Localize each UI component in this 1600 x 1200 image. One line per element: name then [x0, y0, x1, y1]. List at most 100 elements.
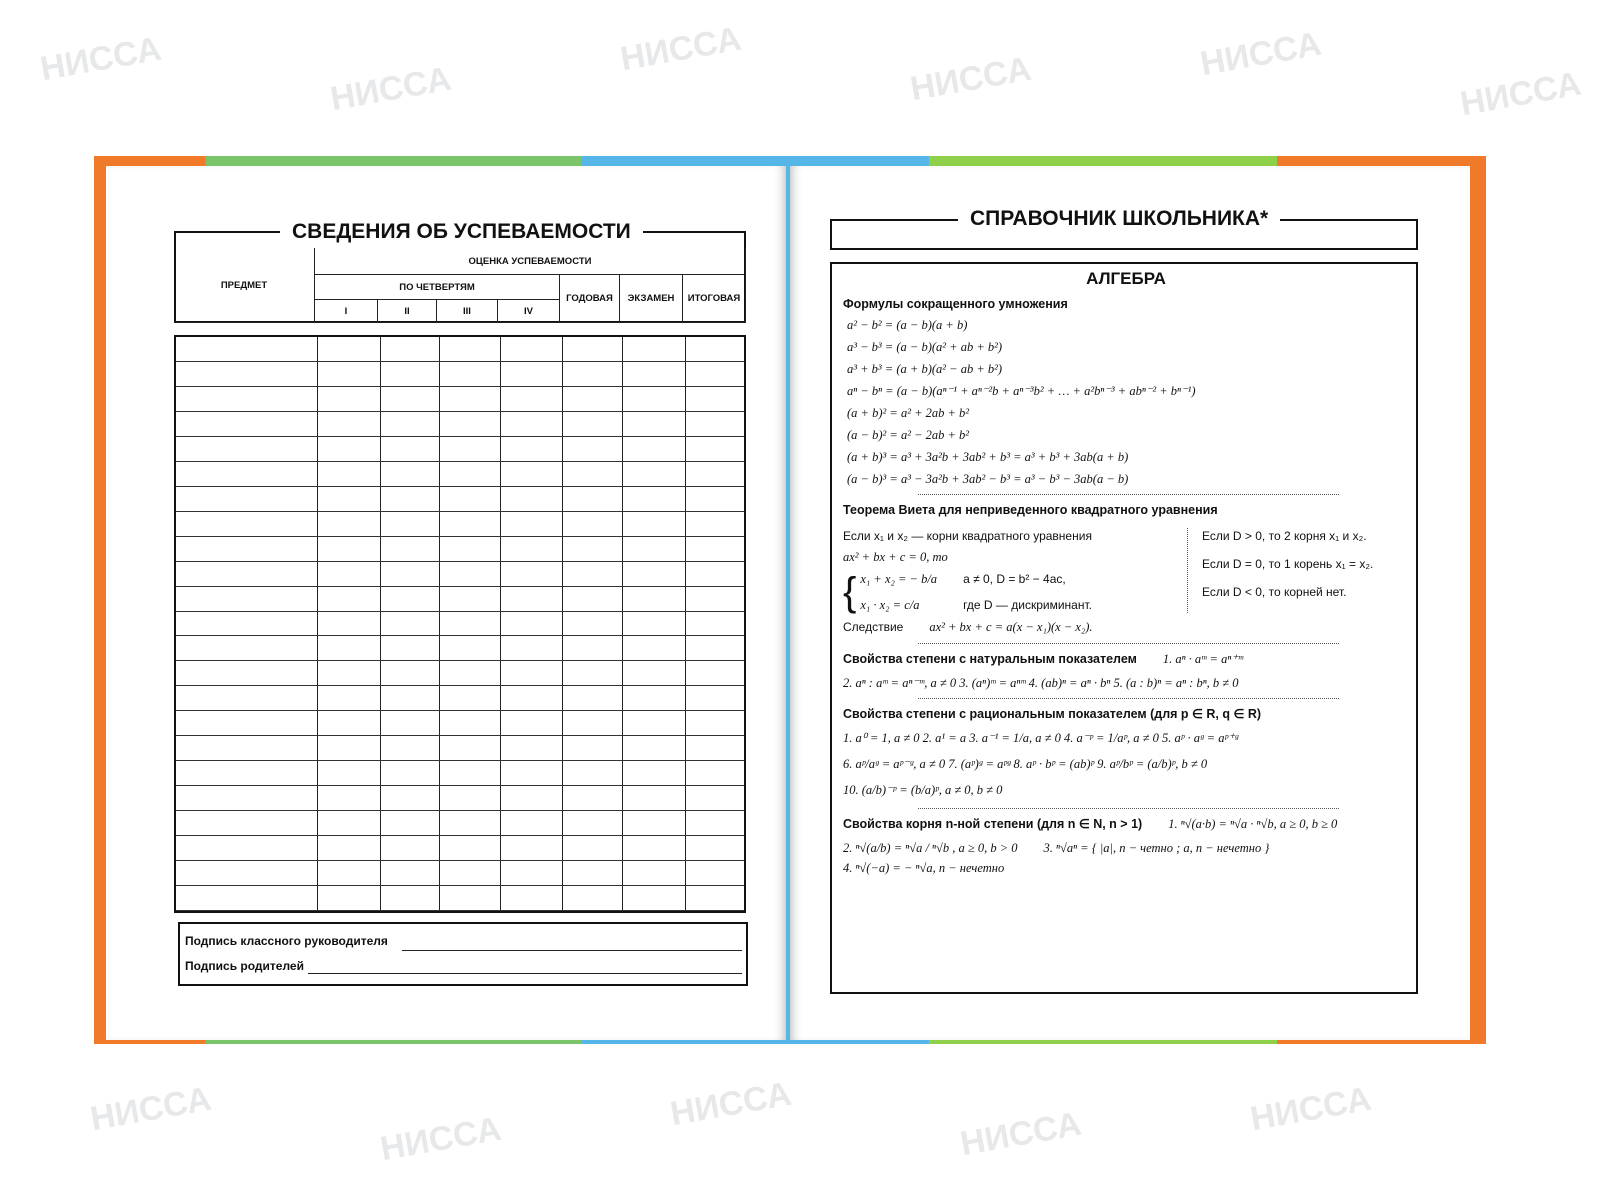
natural-power-1: 1. aⁿ · aᵐ = aⁿ⁺ᵐ: [1162, 652, 1244, 666]
watermark: НИССА: [377, 1109, 505, 1169]
natural-power-heading: Свойства степени с натуральным показател…: [843, 652, 1137, 666]
right-page: [790, 166, 1470, 1040]
root-row-2: 2. ⁿ√(a/b) = ⁿ√a / ⁿ√b , a ≥ 0, b > 0 3.…: [843, 840, 1409, 876]
signature-box: Подпись классного руководителя Подпись р…: [178, 922, 748, 986]
natural-power-rest: 2. aⁿ : aᵐ = aⁿ⁻ᵐ, a ≠ 0 3. (aⁿ)ᵐ = aⁿᵐ …: [843, 676, 1239, 690]
watermark: НИССА: [957, 1104, 1085, 1164]
parents-signature-label: Подпись родителей: [185, 959, 304, 973]
vieta-text: Если x₁ и x₂ — корни квадратного уравнен…: [843, 529, 1092, 543]
table-row[interactable]: [176, 886, 744, 911]
formula: aⁿ − bⁿ = (a − b)(aⁿ⁻¹ + aⁿ⁻²b + aⁿ⁻³b² …: [847, 384, 1196, 398]
table-row[interactable]: [176, 587, 744, 612]
algebra-box: [830, 262, 1418, 994]
root-3: 3. ⁿ√aⁿ = { |a|, n − четно ; a, n − нече…: [1043, 841, 1270, 855]
table-row[interactable]: [176, 512, 744, 537]
table-row[interactable]: [176, 562, 744, 587]
vieta-equation: ax² + bx + c = 0, то: [843, 550, 948, 564]
table-row[interactable]: [176, 337, 744, 362]
vieta-right: Если D > 0, то 2 корня x₁ и x₂. Если D =…: [1202, 528, 1409, 613]
table-row[interactable]: [176, 387, 744, 412]
table-row[interactable]: [176, 686, 744, 712]
column-line: [380, 337, 381, 911]
table-row[interactable]: [176, 362, 744, 387]
vieta-system: { x₁ + x₂ = − b/a x₁ · x₂ = c/a a ≠ 0, D…: [843, 571, 1173, 613]
corollary-row: Следствие ax² + bx + c = a(x − x₁)(x − x…: [843, 619, 1409, 635]
table-row[interactable]: [176, 537, 744, 562]
formula: (a − b)² = a² − 2ab + b²: [847, 428, 970, 442]
vieta-block: Если x₁ и x₂ — корни квадратного уравнен…: [843, 528, 1409, 613]
root-1: 1. ⁿ√(a·b) = ⁿ√a · ⁿ√b, a ≥ 0, b ≥ 0: [1168, 817, 1338, 831]
table-row[interactable]: [176, 711, 744, 737]
divider: [918, 494, 1339, 495]
vieta-sum: x₁ + x₂ = − b/a: [860, 572, 938, 586]
vieta-condition: a ≠ 0, D = b² − 4ac,: [963, 572, 1066, 586]
watermark: НИССА: [1247, 1079, 1375, 1139]
page-title: СВЕДЕНИЯ ОБ УСПЕВАЕМОСТИ: [280, 220, 643, 244]
column-header-q1: I: [315, 300, 378, 323]
column-header-q3: III: [437, 300, 498, 323]
column-header-quarters: ПО ЧЕТВЕРТЯМ: [315, 275, 560, 300]
divider: [918, 808, 1339, 809]
vieta-notes: a ≠ 0, D = b² − 4ac, где D — дискриминан…: [963, 571, 1092, 613]
reference-title: СПРАВОЧНИК ШКОЛЬНИКА*: [958, 207, 1281, 231]
grades-table: [174, 335, 746, 913]
root-2: 2. ⁿ√(a/b) = ⁿ√a / ⁿ√b , a ≥ 0, b > 0: [843, 841, 1018, 855]
abbrev-heading: Формулы сокращенного умножения: [843, 297, 1068, 311]
root-heading: Свойства корня n-ной степени (для n ∈ N,…: [843, 817, 1143, 831]
corollary-label: Следствие: [843, 620, 904, 634]
column-line: [439, 337, 440, 911]
teacher-signature-label: Подпись классного руководителя: [185, 934, 388, 948]
table-row[interactable]: [176, 612, 744, 637]
column-header-final: ИТОГОВАЯ: [683, 275, 746, 323]
column-header-q4: IV: [498, 300, 560, 323]
divider: [1187, 528, 1188, 613]
section-title: АЛГЕБРА: [1086, 269, 1166, 288]
table-row[interactable]: [176, 487, 744, 512]
formula: a³ − b³ = (a − b)(a² + ab + b²): [847, 340, 1003, 354]
column-header-subject: ПРЕДМЕТ: [174, 248, 315, 323]
formula: a³ + b³ = (a + b)(a² − ab + b²): [847, 362, 1003, 376]
table-row[interactable]: [176, 661, 744, 687]
divider: [918, 698, 1339, 699]
vieta-product: x₁ · x₂ = c/a: [860, 598, 920, 612]
rational-power-heading: Свойства степени с рациональным показате…: [843, 707, 1262, 721]
rational-power-2: 6. aᵖ/aᵍ = aᵖ⁻ᵍ, a ≠ 0 7. (aᵖ)ᵍ = aᵖᵍ 8.…: [843, 757, 1208, 771]
teacher-signature-line[interactable]: [402, 950, 742, 951]
watermark: НИССА: [37, 29, 165, 89]
watermark: НИССА: [327, 59, 455, 119]
watermark: НИССА: [667, 1074, 795, 1134]
table-row[interactable]: [176, 736, 744, 762]
divider: [918, 643, 1339, 644]
column-line: [500, 337, 501, 911]
table-row[interactable]: [176, 437, 744, 462]
d-positive: Если D > 0, то 2 корня x₁ и x₂.: [1202, 529, 1367, 543]
table-row[interactable]: [176, 786, 744, 812]
formula: (a + b)³ = a³ + 3a²b + 3ab² + b³ = a³ + …: [847, 450, 1129, 464]
natural-power-row: Свойства степени с натуральным показател…: [843, 651, 1409, 667]
column-header-annual: ГОДОВАЯ: [560, 275, 620, 323]
reference-title-box: [830, 219, 1418, 250]
vieta-heading: Теорема Виета для неприведенного квадрат…: [843, 503, 1218, 517]
parents-signature-line[interactable]: [308, 973, 742, 974]
table-row[interactable]: [176, 761, 744, 787]
column-header-exam: ЭКЗАМЕН: [620, 275, 683, 323]
vieta-formulas: x₁ + x₂ = − b/a x₁ · x₂ = c/a: [860, 571, 937, 613]
column-line: [317, 337, 318, 911]
root-row-1: Свойства корня n-ной степени (для n ∈ N,…: [843, 816, 1409, 832]
table-row[interactable]: [176, 636, 744, 662]
table-row[interactable]: [176, 412, 744, 437]
left-page: [106, 166, 786, 1040]
algebra-content: АЛГЕБРА Формулы сокращенного умножения a…: [843, 268, 1409, 884]
watermark: НИССА: [1457, 64, 1585, 124]
system-brace: {: [843, 570, 857, 614]
d-negative: Если D < 0, то корней нет.: [1202, 585, 1347, 599]
watermark: НИССА: [1197, 24, 1325, 84]
table-row[interactable]: [176, 861, 744, 887]
watermark: НИССА: [617, 19, 745, 79]
table-row[interactable]: [176, 811, 744, 837]
column-line: [622, 337, 623, 911]
table-row[interactable]: [176, 836, 744, 862]
formula: (a − b)³ = a³ − 3a²b + 3ab² − b³ = a³ − …: [847, 472, 1129, 486]
table-row[interactable]: [176, 462, 744, 487]
d-zero: Если D = 0, то 1 корень x₁ = x₂.: [1202, 557, 1374, 571]
